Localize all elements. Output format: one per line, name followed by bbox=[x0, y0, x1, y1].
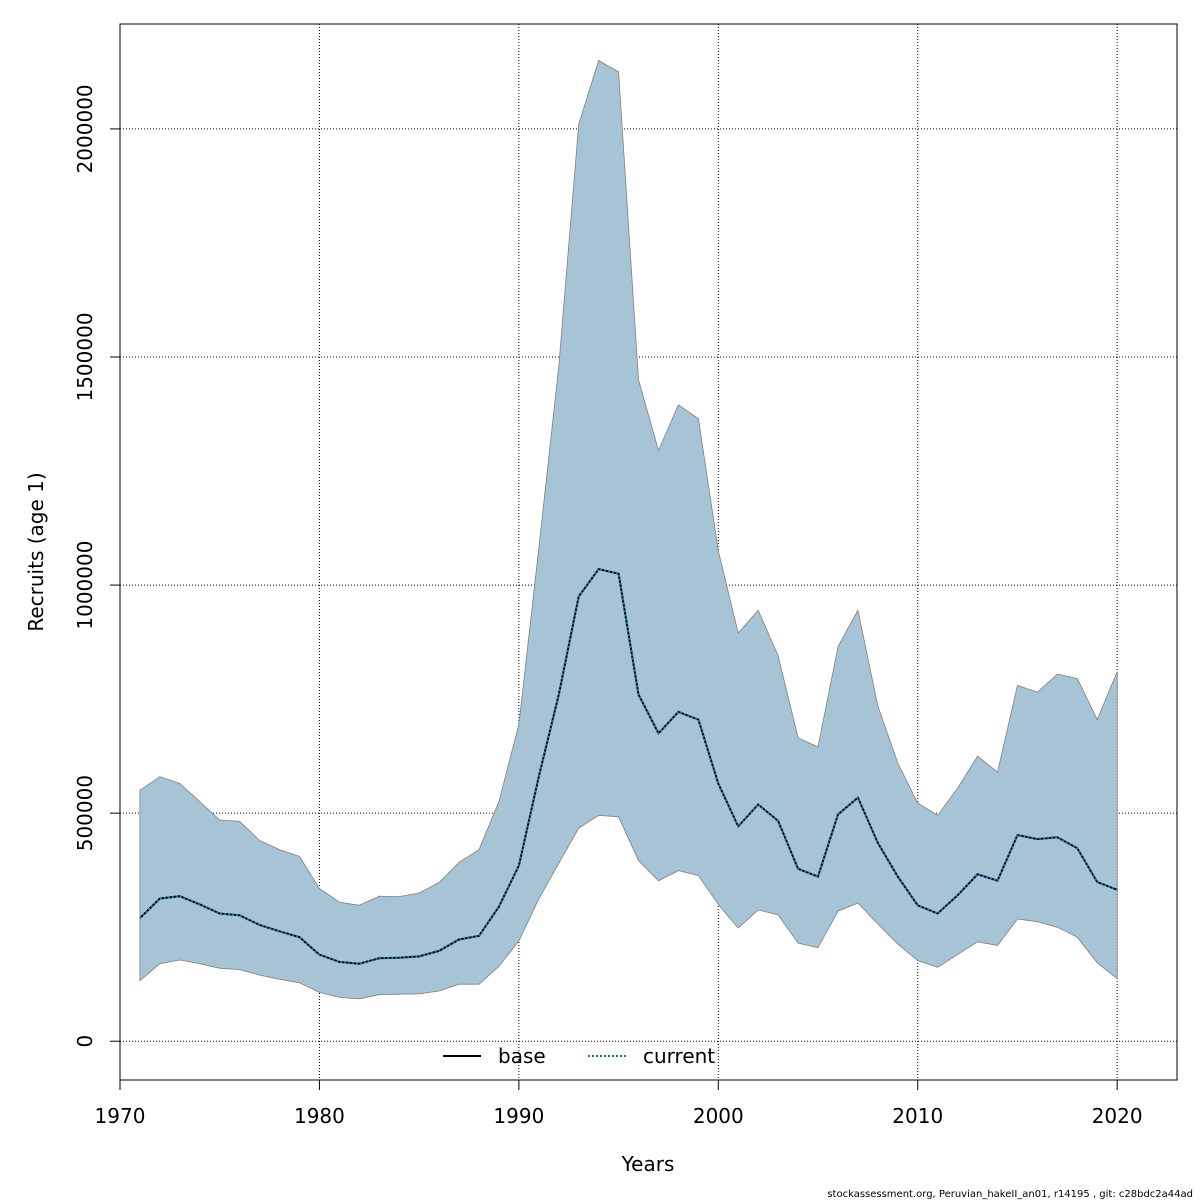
x-tick-label: 2020 bbox=[1092, 1104, 1143, 1128]
legend: base current bbox=[443, 1044, 715, 1068]
y-axis: 0 500000 1000000 1500000 2000000 bbox=[73, 84, 121, 1048]
footer-caption: stockassessment.org, Peruvian_hakeII_an0… bbox=[827, 1189, 1193, 1200]
x-tick-label: 1970 bbox=[95, 1104, 146, 1128]
y-tick-label: 1500000 bbox=[73, 312, 97, 401]
x-tick-label: 2000 bbox=[693, 1104, 744, 1128]
x-axis-title: Years bbox=[621, 1152, 675, 1176]
y-tick-label: 1000000 bbox=[73, 541, 97, 630]
x-tick-label: 1990 bbox=[493, 1104, 544, 1128]
x-tick-label: 2010 bbox=[892, 1104, 943, 1128]
y-axis-title: Recruits (age 1) bbox=[24, 472, 48, 631]
x-tick-label: 1980 bbox=[294, 1104, 345, 1128]
confidence-band bbox=[139, 59, 1118, 1000]
x-axis: 1970 1980 1990 2000 2010 2020 bbox=[95, 1079, 1143, 1128]
y-tick-label: 0 bbox=[73, 1035, 97, 1048]
y-tick-label: 2000000 bbox=[73, 84, 97, 173]
legend-label-current: current bbox=[643, 1044, 715, 1068]
y-tick-label: 500000 bbox=[73, 775, 97, 851]
legend-label-base: base bbox=[498, 1044, 546, 1068]
series-line-current bbox=[139, 567, 1118, 965]
series-lines bbox=[139, 567, 1118, 965]
